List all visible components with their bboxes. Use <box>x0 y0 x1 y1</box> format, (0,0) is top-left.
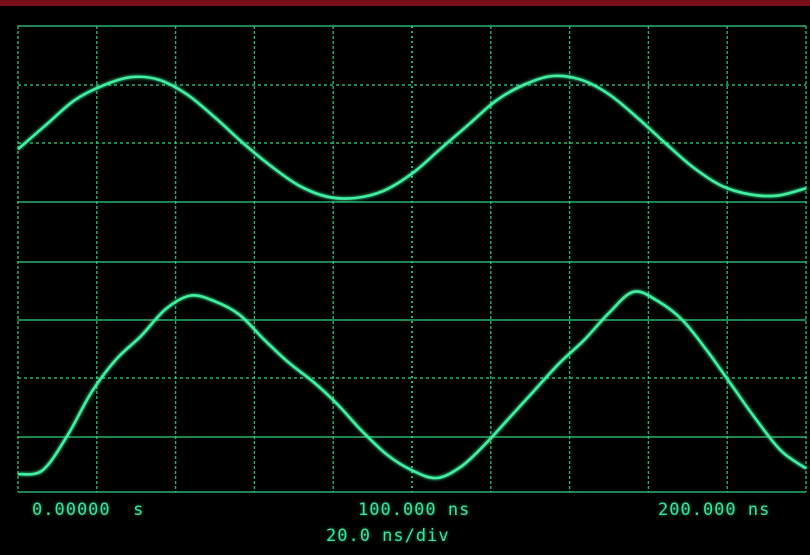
graticule-grid <box>17 25 807 493</box>
timebase-label: 20.0 ns/div <box>326 526 450 546</box>
time-end-label: 200.000 ns <box>658 500 771 520</box>
channel-2-waveform <box>17 290 807 480</box>
time-start-label: 0.00000 s <box>32 500 145 520</box>
bezel-edge <box>0 0 810 6</box>
channel-1-trace <box>17 74 807 200</box>
time-center-label: 100.000 ns <box>358 500 471 520</box>
channel-2-trace <box>17 290 807 480</box>
channel-1-waveform <box>17 74 807 200</box>
